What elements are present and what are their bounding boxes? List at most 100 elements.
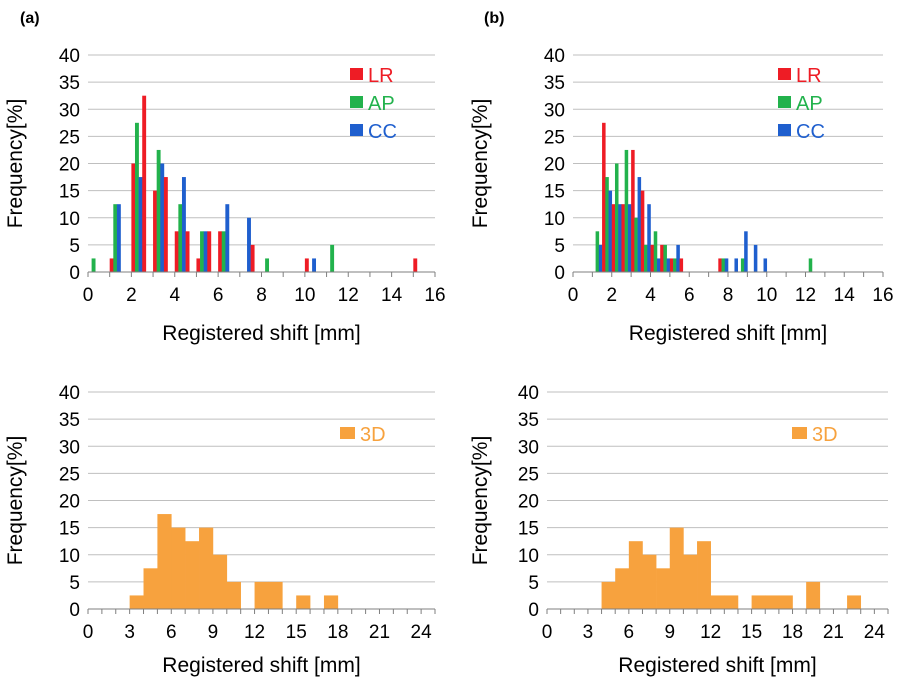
chart-2-bar-cc [744,231,748,272]
chart-1-bar-cc [160,163,165,272]
chart-1-ytick-label: 5 [69,236,80,257]
chart-2-bar-cc [666,258,671,272]
chart-1-bar-lr [207,231,212,272]
chart-4-ytick-label: 0 [528,600,539,621]
chart-2-bar-cc [647,204,651,272]
chart-2-bar-cc [763,258,768,272]
chart-4-xtick-label: 12 [700,622,721,643]
chart-2-ytick-label: 40 [544,46,565,67]
panel-label-b: (b) [484,10,505,27]
chart-2-xtick-label: 10 [756,285,777,306]
chart-2-legend-label-lr: LR [796,65,822,87]
chart-1-ytick-label: 20 [59,155,80,176]
chart-2-legend-swatch-lr [778,68,791,80]
chart-2-bar-ap [673,258,677,272]
chart-2-bar-ap [808,258,813,272]
chart-3-bar-3d [199,527,214,610]
chart-4-bar-3d [628,541,643,609]
chart-3-xtick-label: 3 [124,622,135,643]
chart-1-ytick-label: 40 [59,46,80,67]
chart-2-bar-ap [740,258,745,272]
chart-4-ytick-label: 5 [528,573,539,594]
chart-1-bar-lr [131,163,136,272]
chart-3-bar-3d [254,581,269,610]
chart-4-ytick-label: 10 [518,546,539,567]
chart-1-bar-lr [174,231,179,272]
chart-3-y-axis-title: Frequency[%] [4,436,27,566]
chart-2-bar-cc [656,258,661,272]
chart-2-bar-ap [624,149,629,272]
chart-1-ytick-label: 15 [59,182,80,203]
chart-4-bar-3d [601,581,616,610]
chart-3-ytick-label: 10 [59,546,80,567]
chart-1-xtick-label: 8 [256,285,267,306]
chart-1-xtick-label: 6 [213,285,224,306]
chart-1-x-axis-title: Registered shift [mm] [162,322,360,345]
chart-2-ytick-label: 0 [554,263,565,284]
chart-2-bar-ap [595,231,600,272]
chart-2-bar-lr [718,258,722,272]
chart-1-bar-lr [304,258,309,272]
chart-2-xtick-label: 16 [872,285,893,306]
chart-3-legend-label-3d: 3D [360,424,386,446]
chart-3-xtick-label: 0 [83,622,94,643]
chart-3-bar-3d [323,595,339,609]
chart-3-ytick-label: 15 [59,519,80,540]
chart-4-legend-label-3d: 3D [812,424,838,446]
chart-1-bar-cc [138,177,143,272]
chart-2-bar-cc [598,244,603,273]
chart-1-legend-label-cc: CC [368,121,397,143]
chart-2-xtick-label: 6 [684,285,695,306]
chart-3-ytick-label: 30 [59,437,80,458]
chart-4-xtick-label: 0 [542,622,553,643]
chart-2-bar-cc [753,244,758,273]
chart-1-bar-ap [200,231,204,272]
chart-2-y-axis-title: Frequency[%] [469,99,492,229]
chart-3-xtick-label: 15 [286,622,307,643]
chart-4-ytick-label: 40 [518,383,539,404]
chart-4-bar-3d [751,595,766,609]
chart-2-bar-ap [663,244,667,273]
chart-3-bar-3d [212,554,228,609]
chart-3-xtick-label: 9 [208,622,219,643]
chart-4-bar-3d [806,581,821,610]
chart-3-xtick-label: 18 [327,622,348,643]
chart-4-ytick-label: 35 [518,410,539,431]
chart-3-ytick-label: 25 [59,464,80,485]
chart-1-bar-ap [330,244,335,273]
chart-1-ytick-label: 10 [59,209,80,230]
chart-4-bar-3d [778,595,793,609]
chart-2-ytick-label: 20 [544,155,565,176]
chart-1-xtick-label: 14 [381,285,403,306]
chart-2-bar-lr [602,122,606,272]
chart-2-xtick-label: 0 [568,285,579,306]
chart-1-bar-ap [221,231,226,272]
chart-3-ytick-label: 0 [69,600,80,621]
chart-2-bar-lr [679,258,684,272]
chart-1-legend-swatch-ap [350,96,363,108]
chart-2-bar-lr [640,190,645,273]
chart-3-xtick-label: 24 [411,622,433,643]
chart-3-legend-swatch-3d [340,427,355,439]
chart-1-xtick-label: 2 [126,285,137,306]
chart-1-ytick-label: 25 [59,127,80,148]
chart-4-bar-3d [697,541,711,609]
chart-1-xtick-label: 0 [83,285,94,306]
chart-1-bar-lr [196,258,201,272]
chart-4-xtick-label: 24 [864,622,886,643]
chart-3-bar-3d [226,581,241,610]
chart-2-bar-cc [608,190,613,273]
chart-1-bar-lr [163,177,168,272]
chart-2-bar-cc [734,258,738,272]
chart-3-bar-3d [296,595,311,609]
chart-1-ytick-label: 35 [59,73,80,94]
chart-2-bar-cc [637,177,642,272]
chart-2-bar-cc [618,204,622,272]
chart-1-bar-ap [265,258,270,272]
chart-4-bar-3d [710,595,725,609]
chart-1-bar-lr [185,231,190,272]
chart-1-legend-label-lr: LR [368,65,394,87]
chart-3-xtick-label: 6 [166,622,177,643]
chart-1-bar-lr [218,231,223,272]
chart-4-ytick-label: 15 [518,519,539,540]
